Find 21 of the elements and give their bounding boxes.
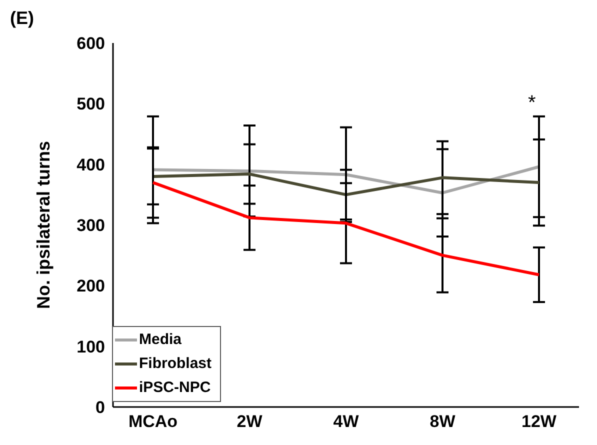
x-tick-label: 12W bbox=[522, 412, 558, 432]
x-tick-label: MCAo bbox=[128, 412, 178, 432]
y-tick-label: 200 bbox=[76, 276, 105, 296]
y-tick-label: 500 bbox=[76, 94, 105, 114]
legend-label: Media bbox=[139, 330, 182, 350]
chart-title: (E) bbox=[10, 8, 34, 29]
annotation: * bbox=[528, 92, 536, 115]
line-series bbox=[152, 181, 540, 276]
y-tick-label: 0 bbox=[96, 398, 105, 418]
x-tick-label: 4W bbox=[333, 412, 360, 432]
line-series bbox=[152, 172, 540, 196]
legend-label: Fibroblast bbox=[139, 354, 212, 374]
legend-label: iPSC-NPC bbox=[139, 378, 211, 398]
y-tick-label: 100 bbox=[76, 337, 105, 356]
x-tick-label: 2W bbox=[236, 412, 264, 432]
line-series bbox=[152, 165, 540, 194]
y-axis-title: No. ipsilateral turns bbox=[33, 140, 54, 310]
y-tick-label: 300 bbox=[76, 216, 105, 236]
y-tick-label: 600 bbox=[76, 34, 105, 54]
y-tick-label: 400 bbox=[76, 155, 105, 174]
x-tick-label: 8W bbox=[430, 412, 456, 432]
